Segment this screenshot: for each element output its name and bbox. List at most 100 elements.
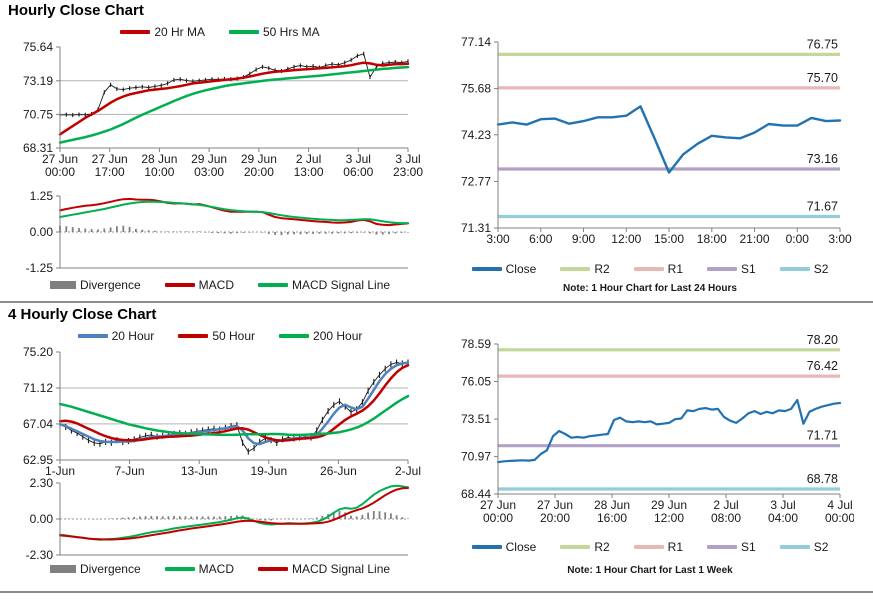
x-tick-label: 27 Jun	[537, 498, 573, 512]
x-tick-label: 12:00	[654, 511, 684, 525]
four-hourly-section-title: 4 Hourly Close Chart	[8, 306, 157, 323]
x-tick-label: 3 Jul	[770, 498, 795, 512]
four-hourly-macd-chart: 2.30 0.00 -2.30	[26, 478, 409, 560]
series-close	[496, 105, 842, 174]
legend-item-macd-signal-line: MACD Signal Line	[258, 562, 390, 576]
legend-swatch-20-hour	[77, 334, 108, 338]
series-macd-signal-line	[59, 200, 409, 225]
legend-swatch-r2	[560, 545, 591, 549]
x-tick-label: 00:00	[825, 511, 854, 525]
y-tick-label: 70.97	[461, 450, 491, 464]
legend-swatch-macd-signal-line	[258, 283, 288, 287]
legend-label-divergence: Divergence	[79, 562, 141, 576]
legend-label-close: Close	[505, 262, 537, 276]
legend-swatch-s2	[779, 267, 810, 271]
x-tick-label: 20:00	[540, 511, 570, 525]
legend-item-r1: R1	[633, 540, 683, 554]
legend-item-s1: S1	[707, 540, 756, 554]
hourly-price-legend: 20 Hr MA 50 Hrs MA	[8, 25, 432, 39]
y-tick-label: 0.00	[30, 225, 54, 239]
level-label-s2: 68.78	[807, 472, 838, 486]
x-tick-label: 28 Jun	[594, 498, 630, 512]
x-tick-label: 26-Jun	[320, 464, 357, 478]
legend-swatch-200-hour	[279, 334, 310, 338]
x-tick-label: 2 Jul	[713, 498, 738, 512]
series-close	[496, 398, 842, 464]
legend-swatch-50-hrs-ma	[229, 30, 259, 34]
y-tick-label: 0.00	[30, 512, 54, 526]
legend-item-close: Close	[471, 540, 537, 554]
level-label-r1: 76.42	[807, 359, 838, 373]
four-hourly-macd-legend: Divergence MACD MACD Signal Line	[8, 562, 432, 576]
y-tick-label: 71.31	[461, 221, 491, 235]
legend-item-r1: R1	[633, 262, 683, 276]
legend-label-50-hour: 50 Hour	[212, 329, 256, 343]
level-label-s1: 73.16	[807, 152, 838, 166]
x-tick-label: 08:00	[711, 511, 741, 525]
legend-swatch-close	[471, 545, 502, 549]
legend-label-20-hr-ma: 20 Hr MA	[154, 25, 205, 39]
y-tick-label: 71.12	[23, 381, 53, 395]
legend-swatch-divergence	[49, 281, 76, 289]
x-tick-label: 19-Jun	[250, 464, 287, 478]
level-label-r2: 78.20	[807, 333, 838, 347]
x-tick-label: 13:00	[294, 165, 324, 179]
legend-swatch-r1	[633, 545, 664, 549]
legend-swatch-50-hour	[178, 334, 209, 338]
legend-label-s2: S2	[813, 262, 829, 276]
section-divider	[0, 301, 873, 303]
x-tick-label: 16:00	[597, 511, 627, 525]
x-tick-label: 18:00	[697, 232, 727, 246]
y-tick-label: 1.25	[30, 190, 54, 203]
series-macd-signal-line	[59, 487, 409, 541]
legend-swatch-macd	[164, 283, 195, 287]
series-200-hour	[58, 394, 410, 437]
legend-label-macd-signal-line: MACD Signal Line	[292, 562, 391, 576]
legend-swatch-macd-signal-line	[258, 567, 288, 571]
level-label-s2: 71.67	[807, 200, 838, 214]
legend-swatch-divergence	[49, 565, 76, 573]
x-tick-label: 29 Jun	[651, 498, 687, 512]
x-tick-label: 27 Jun	[92, 152, 128, 166]
x-tick-label: 00:00	[45, 165, 75, 179]
x-tick-label: 06:00	[343, 165, 373, 179]
series-macd	[59, 197, 409, 227]
y-tick-label: 75.20	[23, 345, 53, 359]
series-macd	[59, 484, 409, 541]
four-hourly-price-chart: 75.20 71.12 67.04 62.951-Jun 7-Jun 13-Jun 19-J…	[23, 345, 421, 478]
legend-item-s2: S2	[779, 540, 828, 554]
legend-item-close: Close	[471, 262, 537, 276]
legend-label-macd: MACD	[198, 562, 234, 576]
x-tick-label: 3:00	[486, 232, 510, 246]
x-tick-label: 9:00	[572, 232, 596, 246]
x-tick-label: 29 Jun	[241, 152, 277, 166]
x-tick-label: 27 Jun	[42, 152, 78, 166]
series-50-hour	[58, 363, 410, 442]
y-tick-label: 68.31	[23, 141, 53, 155]
legend-item-macd: MACD	[164, 278, 234, 292]
x-tick-label: 3 Jul	[395, 152, 420, 166]
x-tick-label: 27 Jun	[480, 498, 516, 512]
x-tick-label: 0:00	[786, 232, 810, 246]
hourly-pivot-chart: 76.75 75.70 73.16 71.67 77.14 75.68 74.23 72.77…	[461, 35, 852, 246]
y-tick-label: 77.14	[461, 35, 491, 49]
legend-label-close: Close	[505, 540, 537, 554]
legend-item-50-hrs-ma: 50 Hrs MA	[229, 25, 320, 39]
x-tick-label: 00:00	[483, 511, 513, 525]
x-tick-label: 21:00	[739, 232, 769, 246]
x-tick-label: 4 Jul	[827, 498, 852, 512]
series-20-hour	[58, 361, 410, 446]
legend-label-20-hour: 20 Hour	[111, 329, 155, 343]
x-tick-label: 20:00	[244, 165, 274, 179]
legend-item-r2: R2	[560, 262, 610, 276]
level-label-s1: 71.71	[807, 429, 838, 443]
legend-swatch-20-hr-ma	[120, 30, 151, 34]
legend-label-s1: S1	[741, 540, 756, 554]
legend-item-divergence: Divergence	[49, 562, 141, 576]
legend-label-r1: R1	[667, 262, 683, 276]
x-tick-label: 28 Jun	[141, 152, 177, 166]
y-tick-label: 78.59	[461, 337, 491, 351]
legend-swatch-r1	[633, 267, 664, 271]
hourly-section-title: Hourly Close Chart	[8, 2, 144, 19]
